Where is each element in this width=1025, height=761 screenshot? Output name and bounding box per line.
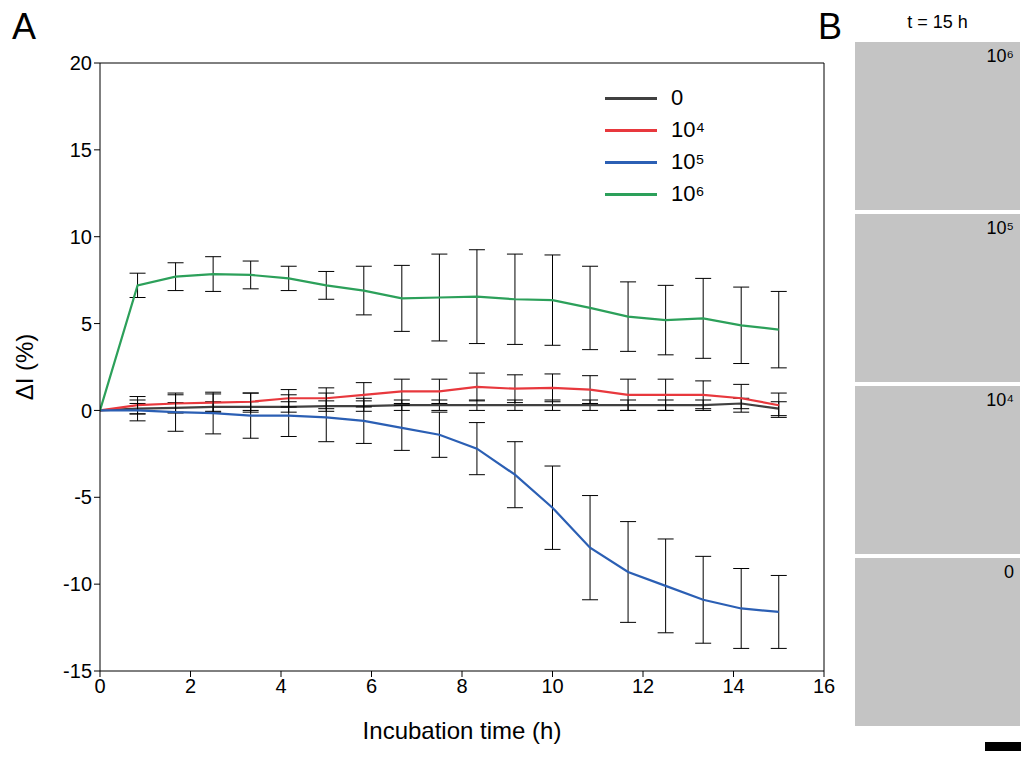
html-text:A: A <box>12 6 36 47</box>
html-text:0: 0 <box>1004 562 1014 582</box>
svg-text:2: 2 <box>185 675 196 697</box>
html-text:10⁵: 10⁵ <box>671 149 705 174</box>
html-text:t = 15 h: t = 15 h <box>907 12 968 32</box>
svg-text:16: 16 <box>813 675 835 697</box>
svg-text:-5: -5 <box>74 486 92 508</box>
html-text:B: B <box>818 6 842 47</box>
svg-text:10: 10 <box>70 226 92 248</box>
html-text:10⁴: 10⁴ <box>671 117 705 142</box>
svg-text:-15: -15 <box>63 660 92 682</box>
svg-text:0: 0 <box>81 400 92 422</box>
svg-text:6: 6 <box>366 675 377 697</box>
svg-text:10: 10 <box>541 675 563 697</box>
svg-text:0: 0 <box>94 675 105 697</box>
svg-text:8: 8 <box>456 675 467 697</box>
svg-text:ΔI (%): ΔI (%) <box>11 334 38 401</box>
svg-text:5: 5 <box>81 313 92 335</box>
svg-text:14: 14 <box>722 675 744 697</box>
html-text:10⁵: 10⁵ <box>986 218 1014 238</box>
svg-text:Incubation time (h): Incubation time (h) <box>363 717 562 744</box>
html-text:10⁶: 10⁶ <box>671 181 705 206</box>
svg-text:12: 12 <box>632 675 654 697</box>
html-text:10⁴: 10⁴ <box>986 390 1014 410</box>
svg-text:15: 15 <box>70 139 92 161</box>
html-text:10⁶: 10⁶ <box>986 46 1014 66</box>
svg-text:4: 4 <box>275 675 286 697</box>
svg-text:20: 20 <box>70 52 92 74</box>
html-text:0: 0 <box>671 85 684 110</box>
svg-text:-10: -10 <box>63 573 92 595</box>
